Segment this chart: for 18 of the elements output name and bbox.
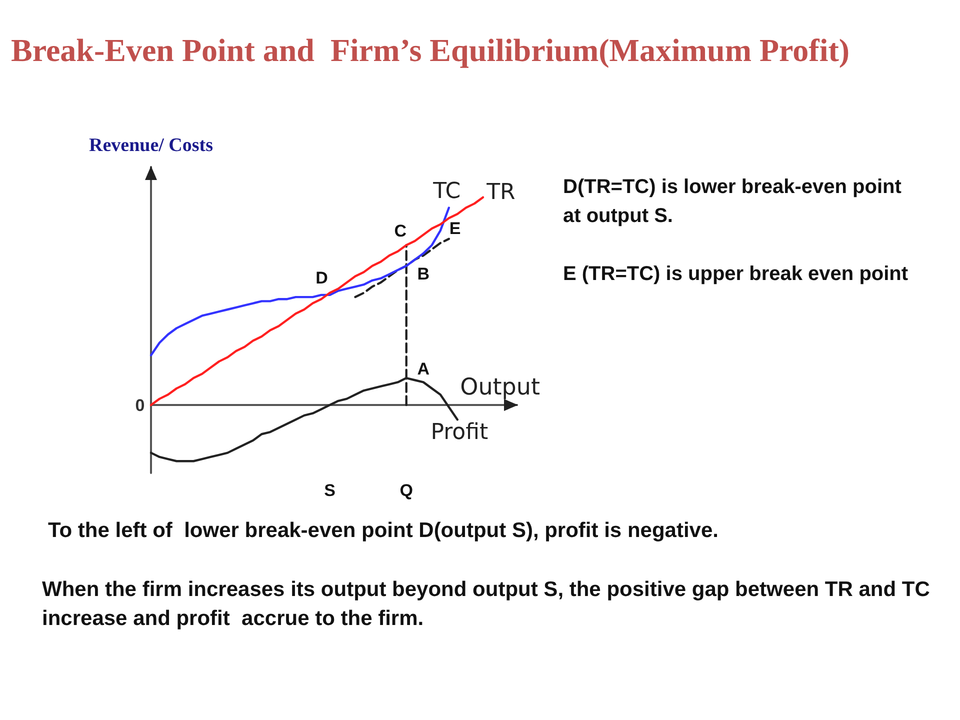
x-axis-title: Output bbox=[460, 374, 540, 401]
annotation: A bbox=[417, 360, 430, 379]
x-tick-label: Q bbox=[400, 481, 413, 500]
text: When the firm increases its output beyond output S, the positive gap between TR and TC increase and profit accrue to the firm. bbox=[42, 577, 931, 632]
text: To the left of lower break-even point D(output S), profit is negative. bbox=[48, 518, 720, 544]
annotation: D bbox=[316, 268, 328, 288]
x-tick-label: S bbox=[324, 481, 336, 500]
text: D(TR=TC) is lower break-even point at output S. bbox=[563, 175, 902, 229]
text: E (TR=TC) is upper break even point bbox=[563, 262, 910, 287]
annotation: B bbox=[417, 264, 430, 284]
y-axis-title: Revenue/ Costs bbox=[88, 135, 214, 156]
series-label: TR bbox=[486, 180, 516, 205]
annotation: C bbox=[394, 222, 406, 241]
series-label: TC bbox=[432, 179, 461, 204]
annotation: E bbox=[448, 218, 462, 240]
text: 0 bbox=[134, 395, 146, 417]
chart-title: Break-Even Point and Firm’s Equilibrium(Maximum Profit) bbox=[11, 31, 850, 69]
series-label: Profit bbox=[430, 420, 488, 446]
